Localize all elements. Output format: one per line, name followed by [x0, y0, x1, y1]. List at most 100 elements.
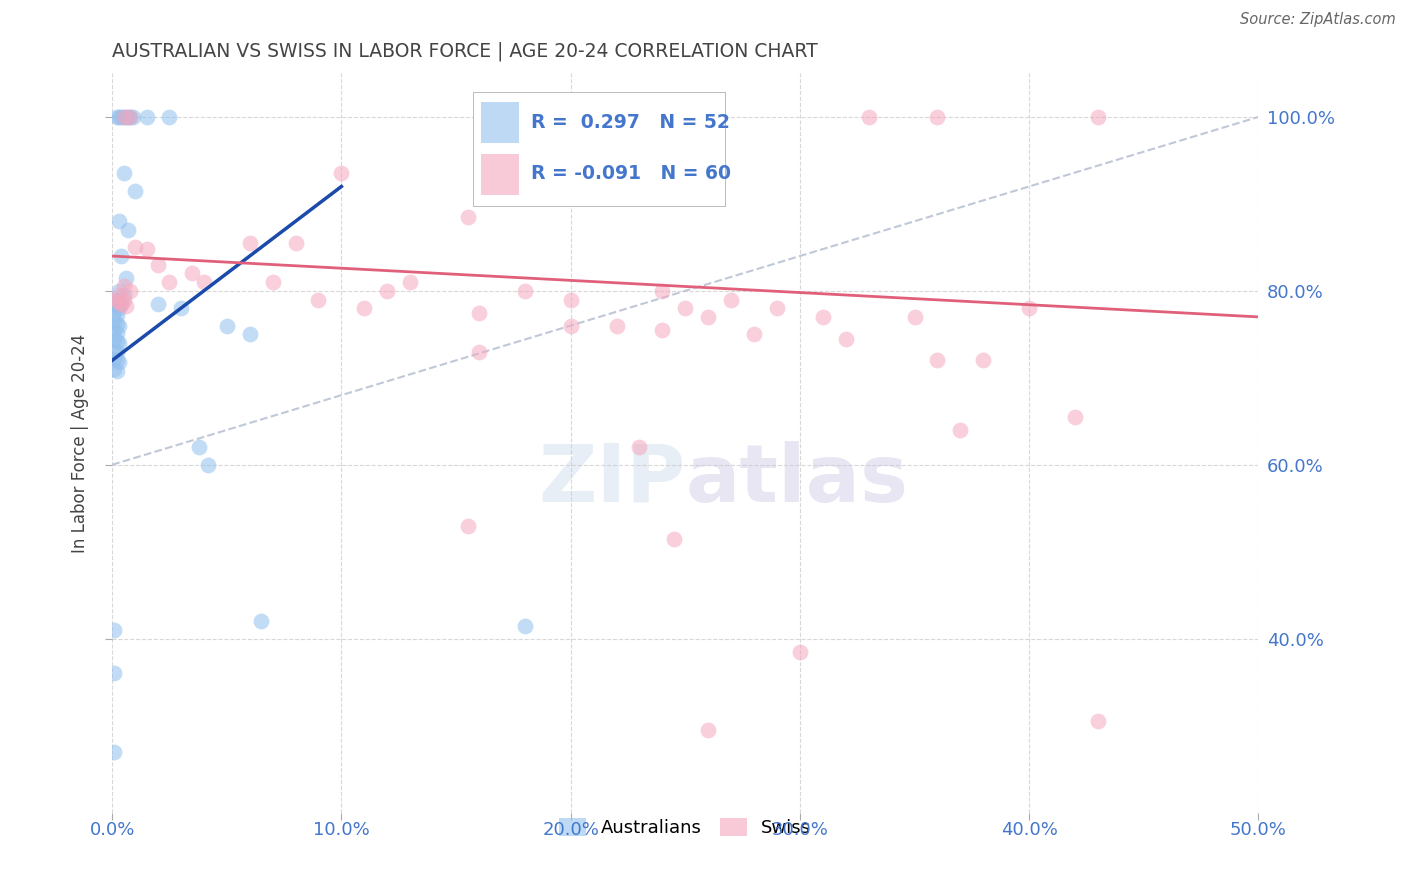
Point: [124, 184, 146, 198]
Point: [457, 210, 479, 224]
Point: [108, 295, 131, 310]
Point: [513, 284, 536, 298]
Point: [112, 279, 135, 293]
Point: [108, 355, 131, 369]
Point: [115, 110, 138, 124]
Point: [188, 441, 211, 455]
Point: [108, 301, 131, 316]
Point: [121, 110, 143, 124]
Point: [308, 293, 330, 307]
Point: [110, 249, 132, 263]
Point: [170, 301, 193, 316]
Point: [560, 293, 582, 307]
Point: [697, 723, 720, 737]
Point: [835, 332, 858, 346]
Point: [353, 301, 375, 316]
Point: [105, 293, 128, 307]
Point: [112, 293, 135, 307]
Point: [972, 353, 994, 368]
Point: [697, 310, 720, 324]
Point: [330, 166, 353, 180]
Point: [513, 618, 536, 632]
Point: [927, 353, 949, 368]
Point: [651, 284, 673, 298]
Point: [105, 317, 128, 331]
Point: [105, 326, 128, 340]
Point: [103, 323, 125, 337]
Point: [468, 305, 491, 319]
Text: ZIP: ZIP: [538, 441, 685, 519]
Point: [1087, 110, 1109, 124]
Point: [560, 318, 582, 333]
Point: [105, 344, 128, 359]
Point: [110, 297, 132, 311]
Point: [103, 623, 125, 637]
Point: [112, 288, 135, 302]
Point: [903, 310, 925, 324]
Point: [457, 518, 479, 533]
Point: [662, 532, 685, 546]
Point: [103, 351, 125, 366]
Point: [742, 327, 765, 342]
Point: [605, 318, 627, 333]
Point: [108, 288, 131, 302]
Point: [103, 297, 125, 311]
Text: atlas: atlas: [685, 441, 908, 519]
Point: [120, 284, 142, 298]
Text: AUSTRALIAN VS SWISS IN LABOR FORCE | AGE 20-24 CORRELATION CHART: AUSTRALIAN VS SWISS IN LABOR FORCE | AGE…: [112, 42, 818, 62]
Point: [103, 745, 125, 759]
Point: [105, 364, 128, 378]
Point: [108, 110, 131, 124]
Point: [375, 284, 398, 298]
Point: [262, 275, 284, 289]
Point: [651, 323, 673, 337]
Point: [215, 318, 238, 333]
Point: [112, 110, 135, 124]
Point: [105, 300, 128, 314]
Point: [115, 270, 138, 285]
Point: [135, 242, 157, 256]
Point: [108, 284, 131, 298]
Point: [108, 336, 131, 351]
Text: Source: ZipAtlas.com: Source: ZipAtlas.com: [1240, 12, 1396, 27]
Point: [103, 305, 125, 319]
Point: [159, 275, 181, 289]
Point: [103, 332, 125, 346]
Point: [120, 110, 142, 124]
Legend: Australians, Swiss: Australians, Swiss: [553, 811, 818, 844]
Point: [120, 110, 142, 124]
Point: [124, 240, 146, 254]
Point: [146, 297, 169, 311]
Point: [468, 344, 491, 359]
Point: [103, 362, 125, 376]
Point: [117, 223, 139, 237]
Point: [112, 110, 135, 124]
Point: [103, 343, 125, 357]
Point: [811, 310, 834, 324]
Point: [103, 666, 125, 681]
Point: [159, 110, 181, 124]
Point: [239, 235, 262, 250]
Point: [105, 110, 128, 124]
Point: [720, 293, 742, 307]
Point: [766, 301, 789, 316]
Point: [117, 110, 139, 124]
Point: [399, 275, 422, 289]
Point: [927, 110, 949, 124]
Point: [108, 214, 131, 228]
Point: [110, 297, 132, 311]
Point: [1064, 409, 1087, 424]
Point: [110, 110, 132, 124]
Point: [105, 334, 128, 349]
Point: [250, 614, 273, 628]
Point: [197, 458, 219, 472]
Point: [673, 301, 696, 316]
Point: [789, 645, 811, 659]
Point: [1087, 714, 1109, 729]
Point: [105, 353, 128, 368]
Point: [135, 110, 157, 124]
Y-axis label: In Labor Force | Age 20-24: In Labor Force | Age 20-24: [72, 334, 89, 553]
Point: [103, 314, 125, 328]
Point: [1018, 301, 1040, 316]
Point: [108, 318, 131, 333]
